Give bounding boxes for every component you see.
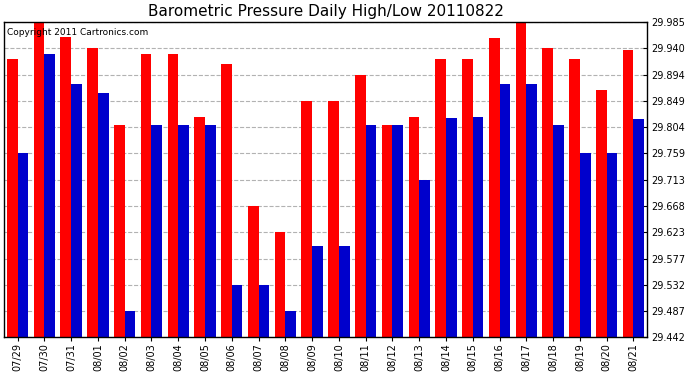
Bar xyxy=(195,117,205,337)
Bar xyxy=(71,84,82,337)
Bar xyxy=(473,117,484,337)
Bar xyxy=(366,125,376,337)
Bar xyxy=(580,153,591,337)
Bar xyxy=(302,101,312,337)
Bar xyxy=(205,125,216,337)
Bar xyxy=(515,22,526,337)
Bar xyxy=(542,48,553,337)
Bar xyxy=(168,54,178,337)
Bar xyxy=(232,285,242,337)
Bar xyxy=(607,153,618,337)
Bar xyxy=(408,117,420,337)
Bar xyxy=(489,38,500,337)
Bar xyxy=(553,125,564,337)
Bar xyxy=(87,48,98,337)
Bar xyxy=(61,36,71,337)
Bar xyxy=(44,54,55,337)
Bar xyxy=(34,22,44,337)
Bar xyxy=(125,311,135,337)
Bar xyxy=(328,101,339,337)
Bar xyxy=(141,54,151,337)
Bar xyxy=(526,84,537,337)
Bar xyxy=(596,90,607,337)
Bar xyxy=(339,246,350,337)
Bar xyxy=(178,125,189,337)
Bar xyxy=(221,64,232,337)
Bar xyxy=(462,59,473,337)
Bar xyxy=(435,59,446,337)
Bar xyxy=(312,246,323,337)
Bar xyxy=(248,206,259,337)
Bar xyxy=(286,311,296,337)
Bar xyxy=(17,153,28,337)
Bar xyxy=(420,180,430,337)
Bar xyxy=(98,93,108,337)
Bar xyxy=(446,118,457,337)
Bar xyxy=(275,232,286,337)
Bar xyxy=(114,125,125,337)
Bar xyxy=(623,51,633,337)
Bar xyxy=(259,285,269,337)
Bar xyxy=(382,125,393,337)
Text: Copyright 2011 Cartronics.com: Copyright 2011 Cartronics.com xyxy=(8,28,148,37)
Bar xyxy=(7,59,17,337)
Bar xyxy=(151,125,162,337)
Bar xyxy=(569,59,580,337)
Title: Barometric Pressure Daily High/Low 20110822: Barometric Pressure Daily High/Low 20110… xyxy=(148,4,504,19)
Bar xyxy=(355,75,366,337)
Bar xyxy=(500,84,511,337)
Bar xyxy=(633,119,644,337)
Bar xyxy=(393,125,403,337)
